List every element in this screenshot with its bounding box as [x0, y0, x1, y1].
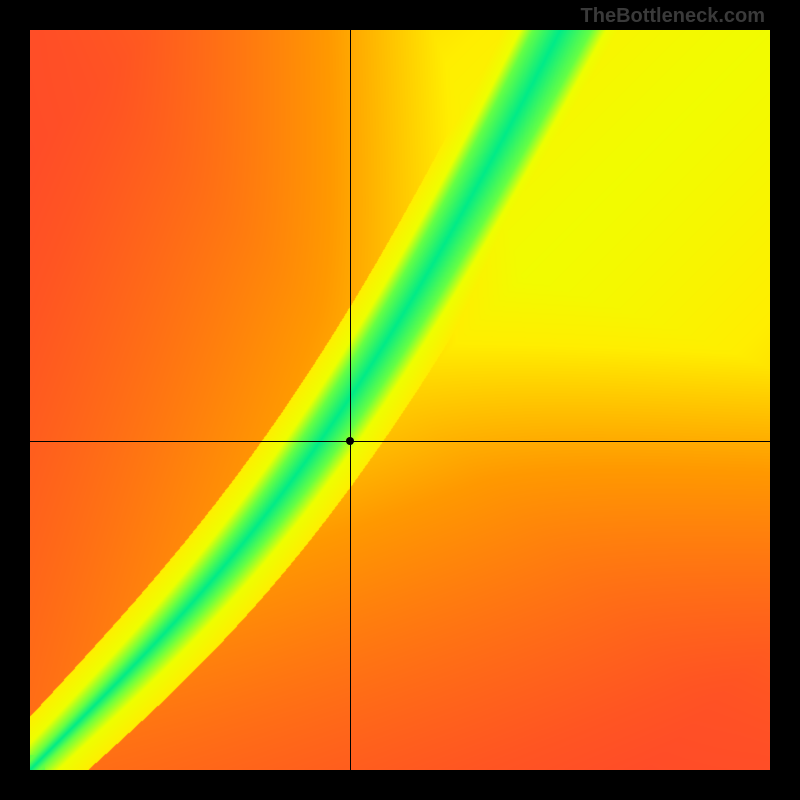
crosshair-horizontal	[30, 441, 770, 442]
heatmap-canvas	[30, 30, 770, 770]
plot-area	[30, 30, 770, 770]
crosshair-marker	[346, 437, 354, 445]
crosshair-vertical	[350, 30, 351, 770]
attribution-text: TheBottleneck.com	[581, 5, 765, 28]
chart-container: TheBottleneck.com	[0, 0, 800, 800]
